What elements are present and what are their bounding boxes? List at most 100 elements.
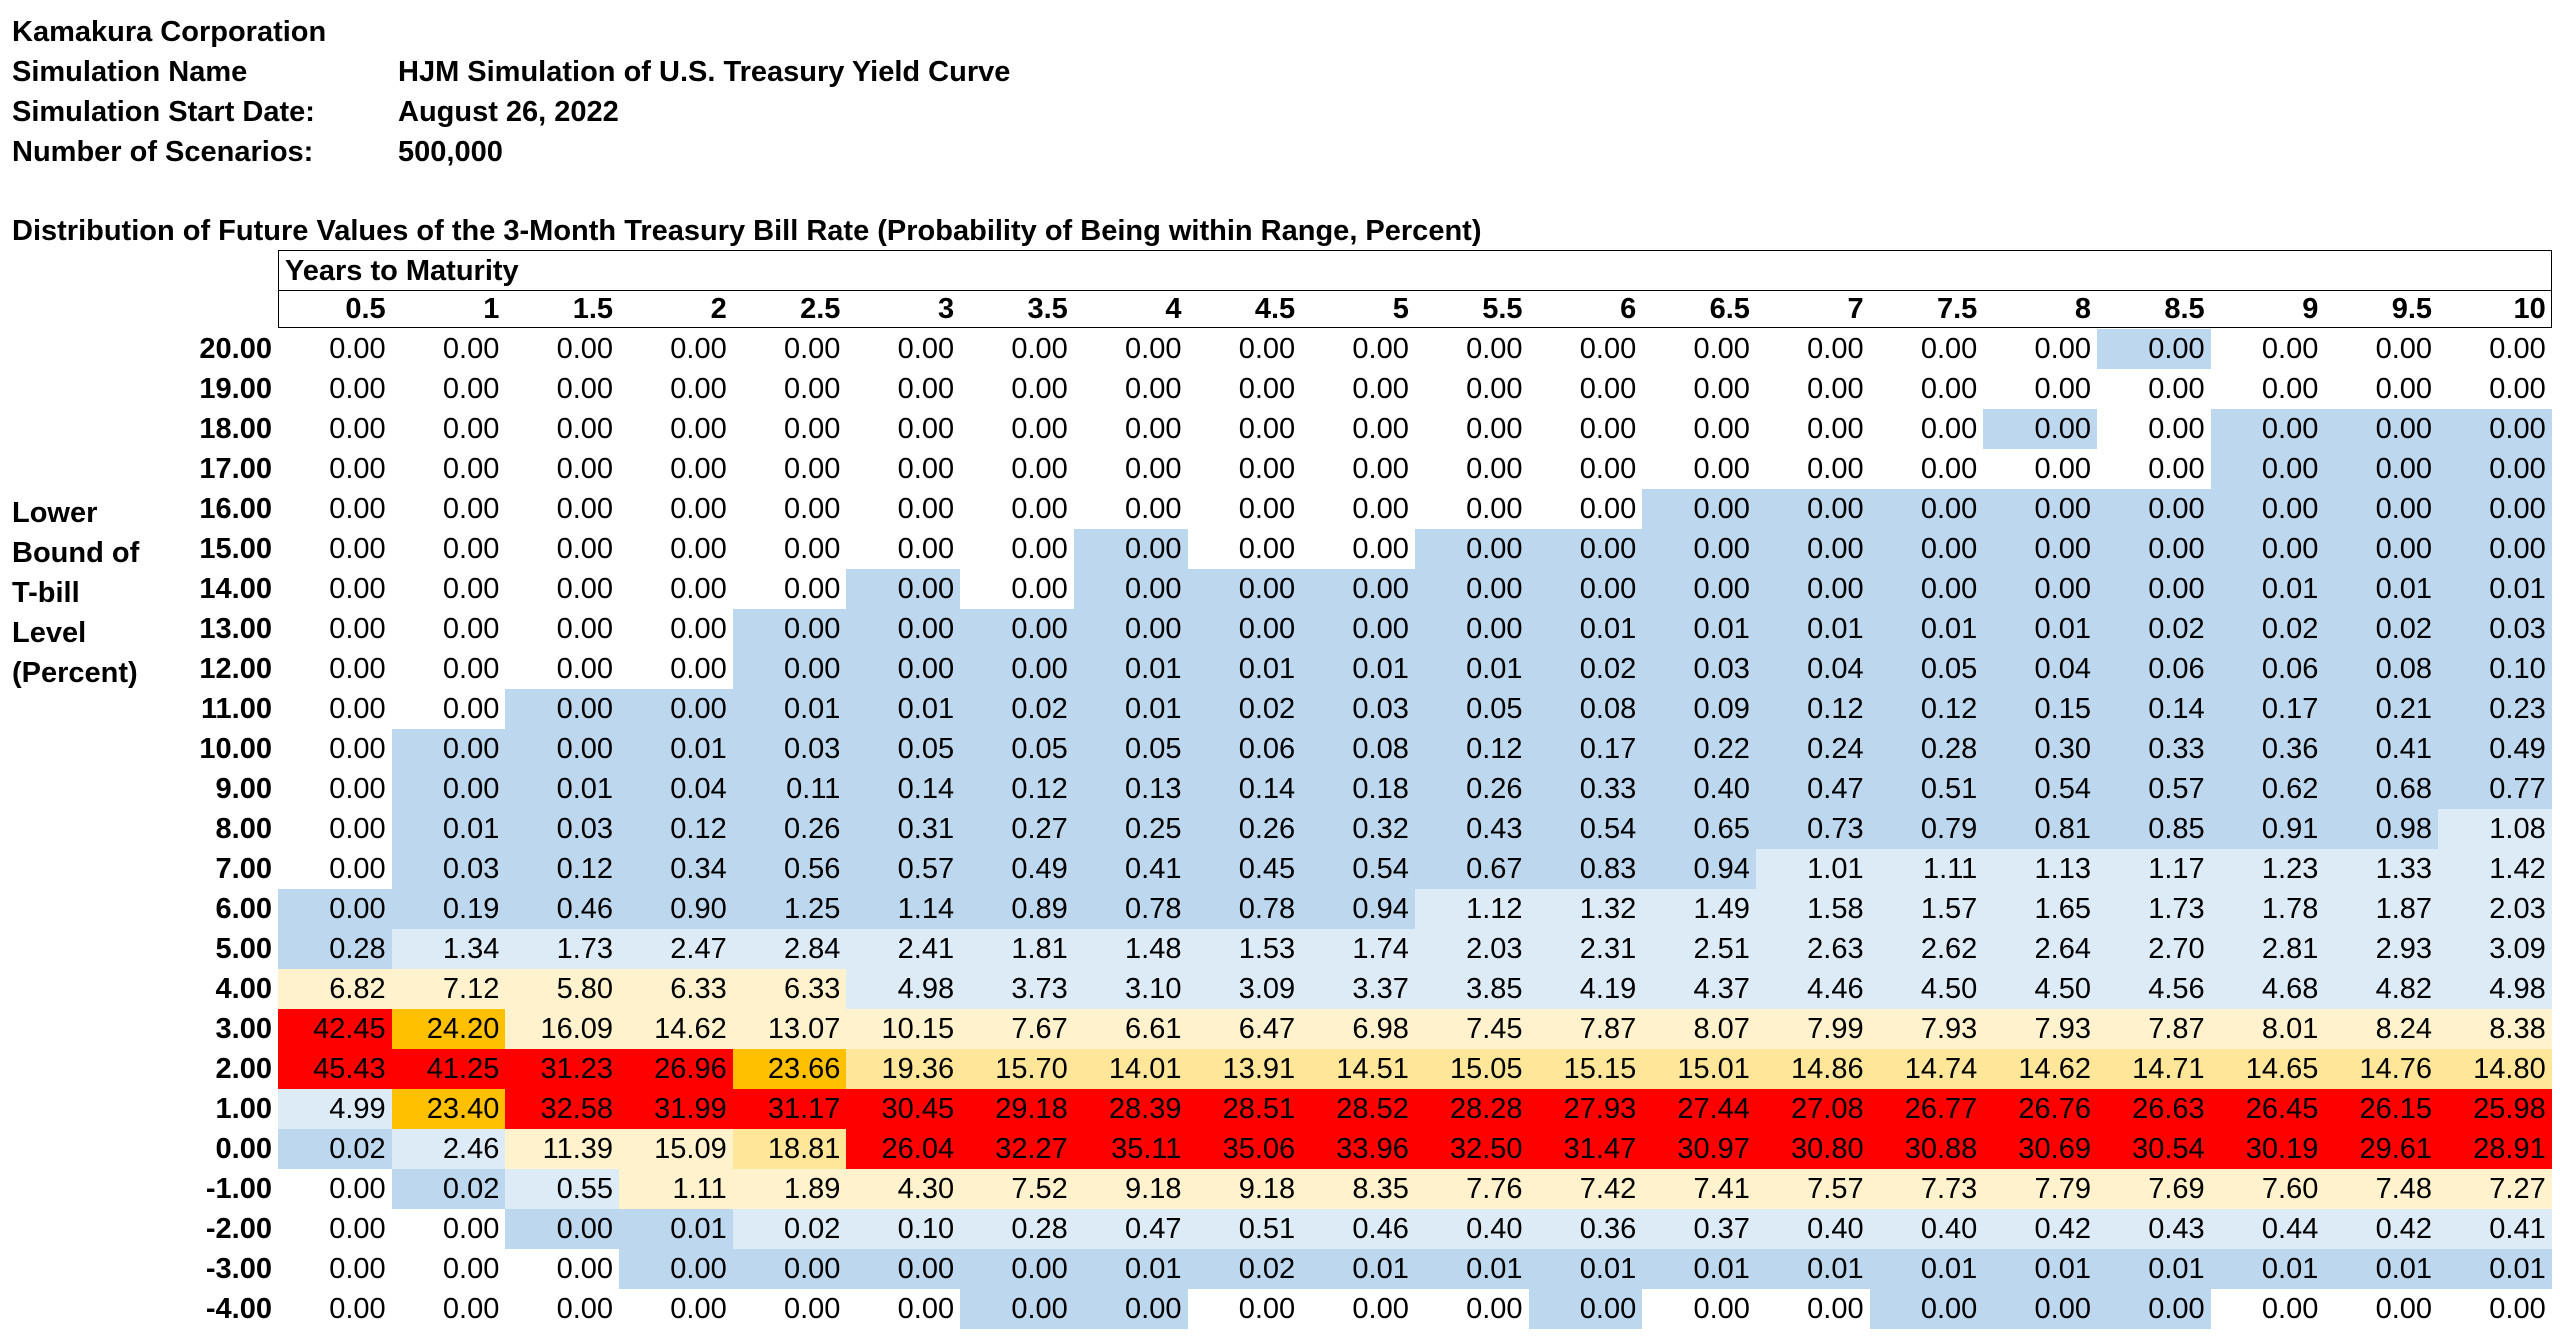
probability-cell: 9.18 [1073,1169,1188,1209]
table-row: 4.00 6.82 7.12 5.80 6.33 6.33 4.98 3.73 3.10 3.09… [0,969,2552,1009]
probability-cell: 0.78 [1187,889,1302,929]
column-header: 10 [2513,293,2546,325]
probability-cell: 10.15 [846,1009,961,1049]
probability-cell: 15.70 [960,1049,1074,1089]
probability-cell: 35.06 [1187,1129,1302,1169]
probability-cell: 14.62 [619,1009,733,1049]
probability-cell: 7.76 [1414,1169,1529,1209]
probability-cell: 0.00 [278,729,392,769]
probability-cell: 0.00 [278,449,392,489]
probability-cell: 0.54 [1528,809,1643,849]
probability-cell: 7.87 [1528,1009,1643,1049]
probability-cell: 0.47 [1073,1209,1188,1249]
row-lower-bound: 19.00 [199,373,272,405]
probability-cell: 0.02 [1528,649,1643,689]
probability-cell: 1.53 [1187,929,1302,969]
probability-cell: 14.76 [2324,1049,2439,1089]
probability-cell: 0.00 [1528,329,1643,369]
probability-cell: 0.00 [1301,489,1415,529]
probability-cell: 0.01 [2438,1249,2552,1289]
probability-cell: 7.99 [1755,1009,1870,1049]
probability-cell: 0.00 [391,729,506,769]
probability-cell: 0.01 [1755,609,1870,649]
probability-cell: 1.89 [732,1169,847,1209]
probability-cell: 0.00 [2324,529,2439,569]
probability-cell: 14.65 [2210,1049,2325,1089]
probability-cell: 0.00 [391,1209,506,1249]
probability-cell: 0.00 [2438,329,2552,369]
probability-cell: 0.00 [2097,569,2211,609]
probability-cell: 0.00 [1073,409,1188,449]
column-header: 3.5 [1027,293,1068,325]
probability-cell: 4.50 [1983,969,2097,1009]
probability-cell: 0.00 [1983,489,2097,529]
probability-cell: 0.46 [1301,1209,1415,1249]
probability-cell: 0.02 [391,1169,506,1209]
table-row: 15.00 0.00 0.00 0.00 0.00 0.00 0.00 0.00 0.00 0.0… [0,529,2552,569]
probability-cell: 41.25 [391,1049,506,1089]
table-row: 11.00 0.00 0.00 0.00 0.00 0.01 0.01 0.02 0.01 0.0… [0,689,2552,729]
row-lower-bound: 20.00 [199,333,272,365]
probability-cell: 0.94 [1642,849,1756,889]
probability-cell: 0.01 [1187,649,1302,689]
probability-cell: 0.28 [278,929,392,969]
table-row: 10.00 0.00 0.00 0.00 0.01 0.03 0.05 0.05 0.05 0.0… [0,729,2552,769]
probability-cell: 0.01 [1642,609,1756,649]
probability-cell: 0.05 [846,729,961,769]
probability-cell: 0.00 [1187,449,1302,489]
probability-cell: 0.01 [1073,649,1188,689]
probability-cell: 0.02 [2210,609,2325,649]
probability-cell: 25.98 [2438,1089,2552,1129]
probability-cell: 30.45 [846,1089,961,1129]
probability-cell: 0.41 [2324,729,2439,769]
probability-cell: 0.00 [846,1249,961,1289]
probability-cell: 0.00 [1073,1289,1188,1329]
probability-cell: 3.10 [1073,969,1188,1009]
probability-cell: 1.34 [391,929,506,969]
probability-cell: 0.00 [1983,449,2097,489]
probability-cell: 1.48 [1073,929,1188,969]
probability-cell: 0.01 [619,729,733,769]
probability-cell: 0.00 [391,769,506,809]
probability-cell: 16.09 [505,1009,620,1049]
probability-cell: 0.00 [619,529,733,569]
probability-cell: 26.96 [619,1049,733,1089]
probability-cell: 0.55 [505,1169,620,1209]
probability-cell: 0.01 [1073,1249,1188,1289]
probability-cell: 0.00 [278,1289,392,1329]
probability-cell: 30.19 [2210,1129,2325,1169]
probability-cell: 0.00 [1528,489,1643,529]
probability-cell: 0.00 [1187,489,1302,529]
probability-cell: 0.00 [1642,329,1756,369]
probability-cell: 0.01 [1983,609,2097,649]
probability-cell: 0.01 [1755,1249,1870,1289]
probability-cell: 30.69 [1983,1129,2097,1169]
probability-cell: 0.00 [960,569,1074,609]
column-header: 5.5 [1482,293,1523,325]
probability-cell: 29.18 [960,1089,1074,1129]
probability-cell: 1.87 [2324,889,2439,929]
table-row: -3.00 0.00 0.00 0.00 0.00 0.00 0.00 0.00 0.01 0.0… [0,1249,2552,1289]
probability-cell: 0.00 [732,529,847,569]
header-corner [0,289,278,329]
probability-cell: 0.00 [732,1289,847,1329]
probability-cell: 0.00 [960,369,1074,409]
report-header: Kamakura Corporation Simulation Name HJM… [12,12,1010,172]
probability-cell: 27.08 [1755,1089,1870,1129]
column-header: 4 [1165,293,1182,325]
probability-cell: 14.74 [1869,1049,1984,1089]
probability-cell: 0.13 [1073,769,1188,809]
probability-cell: 0.18 [1301,769,1415,809]
probability-cell: 1.01 [1755,849,1870,889]
probability-cell: 0.04 [1755,649,1870,689]
probability-cell: 0.00 [1187,609,1302,649]
probability-cell: 0.00 [1301,409,1415,449]
probability-cell: 4.82 [2324,969,2439,1009]
probability-cell: 0.12 [505,849,620,889]
probability-cell: 2.31 [1528,929,1643,969]
probability-cell: 0.40 [1755,1209,1870,1249]
row-lower-bound: 12.00 [199,653,272,685]
probability-cell: 4.37 [1642,969,1756,1009]
table-row: 6.00 0.00 0.19 0.46 0.90 1.25 1.14 0.89 0.78 0.78… [0,889,2552,929]
probability-cell: 1.14 [846,889,961,929]
